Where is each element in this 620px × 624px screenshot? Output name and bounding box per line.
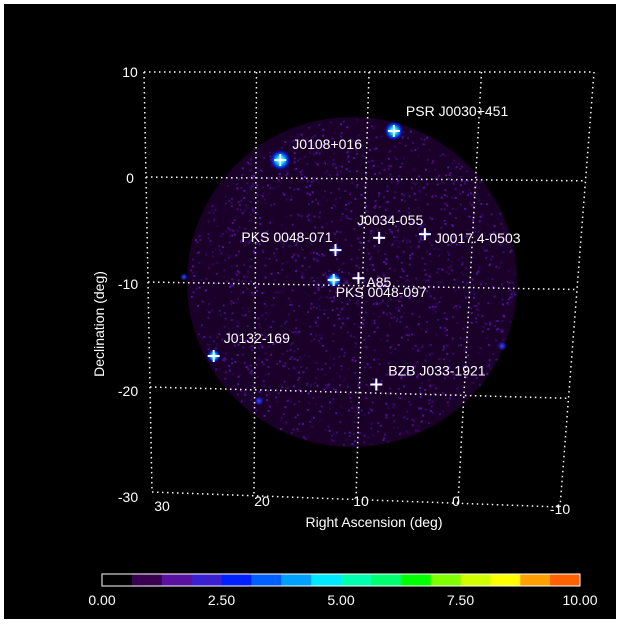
grid-line-ra xyxy=(253,71,258,496)
x-tick-label: 30 xyxy=(154,498,170,514)
edge-glow xyxy=(497,341,507,351)
source-markers: PSR J0030+451 J0108+016 J0034-055 J0017.4-0… xyxy=(207,103,521,391)
source-label: J0132-169 xyxy=(224,330,290,346)
grid-line-ra xyxy=(355,71,370,500)
colorbar: 0.00 2.50 5.00 7.50 10.00 xyxy=(88,573,598,608)
grid-line-dec xyxy=(151,491,561,508)
colorbar-segment xyxy=(370,574,402,586)
colorbar-segment xyxy=(460,574,491,586)
source-marker[interactable]: A85 xyxy=(352,272,392,290)
count-map-image xyxy=(180,117,517,447)
sky-map-chart: PSR J0030+451 J0108+016 J0034-055 J0017.4-0… xyxy=(88,64,598,608)
source-marker[interactable]: PSR J0030+451 xyxy=(387,103,509,137)
y-tick-label: -30 xyxy=(118,489,138,505)
edge-glow xyxy=(180,273,188,281)
chart-background: PSR J0030+451 J0108+016 J0034-055 J0017.4-0… xyxy=(4,4,616,619)
x-tick-label: 0 xyxy=(452,493,460,509)
colorbar-segment xyxy=(221,574,252,586)
colorbar-tick-label: 0.00 xyxy=(88,592,115,608)
colorbar-segment xyxy=(550,574,581,586)
source-marker[interactable]: J0108+016 xyxy=(274,136,362,167)
source-marker[interactable]: J0034-055 xyxy=(357,212,423,244)
colorbar-segment xyxy=(400,574,431,586)
x-axis-title: Right Ascension (deg) xyxy=(306,514,443,530)
source-label: BZB J033-1921 xyxy=(388,363,485,379)
y-axis-title: Declination (deg) xyxy=(91,271,107,377)
colorbar-segment xyxy=(102,574,133,586)
source-label: J0108+016 xyxy=(292,136,362,152)
colorbar-tick-label: 7.50 xyxy=(447,592,474,608)
colorbar-segment xyxy=(490,574,521,586)
source-marker[interactable]: J0017.4-0503 xyxy=(418,228,521,246)
y-tick-label: 0 xyxy=(126,170,134,186)
x-tick-label: 10 xyxy=(353,493,369,509)
source-label: A85 xyxy=(366,274,391,290)
grid-line-ra xyxy=(143,71,153,493)
colorbar-segment xyxy=(311,574,342,586)
colorbar-tick-label: 5.00 xyxy=(327,592,354,608)
colorbar-segment xyxy=(131,574,163,586)
source-label: J0034-055 xyxy=(357,212,423,228)
field-of-view-disk xyxy=(187,117,517,447)
noise-pixels xyxy=(190,119,516,446)
edge-glow xyxy=(254,396,264,406)
grid-line-dec xyxy=(145,176,586,182)
source-label: J0017.4-0503 xyxy=(435,230,521,246)
colorbar-segment xyxy=(161,574,192,586)
grid-line-ra xyxy=(559,71,595,508)
source-label: PSR J0030+451 xyxy=(406,103,509,119)
colorbar-segment xyxy=(191,574,222,586)
source-label: PKS 0048-097 xyxy=(336,284,427,300)
colorbar-segment xyxy=(430,574,461,586)
source-marker[interactable]: PKS 0048-071 xyxy=(241,229,342,257)
source-marker[interactable]: BZB J033-1921 xyxy=(370,363,486,391)
x-tick-label: -10 xyxy=(550,501,570,517)
source-marker[interactable]: J0132-169 xyxy=(207,330,290,362)
colorbar-segment xyxy=(520,574,551,586)
colorbar-tick-label: 2.50 xyxy=(208,592,235,608)
x-tick-label: 20 xyxy=(254,493,270,509)
colorbar-segment xyxy=(281,574,312,586)
colorbar-segment xyxy=(341,574,372,586)
coordinate-grid xyxy=(143,71,595,508)
colorbar-tick-label: 10.00 xyxy=(562,592,597,608)
axis-labels: 10 0 -10 -20 -30 30 20 10 0 -10 Right Ascension (d… xyxy=(91,64,570,530)
grid-line-dec xyxy=(147,281,578,291)
y-tick-label: 10 xyxy=(122,64,138,80)
colorbar-border xyxy=(101,573,581,587)
colorbar-segment xyxy=(251,574,282,586)
y-tick-label: -20 xyxy=(118,383,138,399)
source-label: PKS 0048-071 xyxy=(241,229,332,245)
grid-line-ra xyxy=(457,71,483,504)
source-marker[interactable]: PKS 0048-097 xyxy=(327,273,427,300)
y-tick-label: -10 xyxy=(118,276,138,292)
